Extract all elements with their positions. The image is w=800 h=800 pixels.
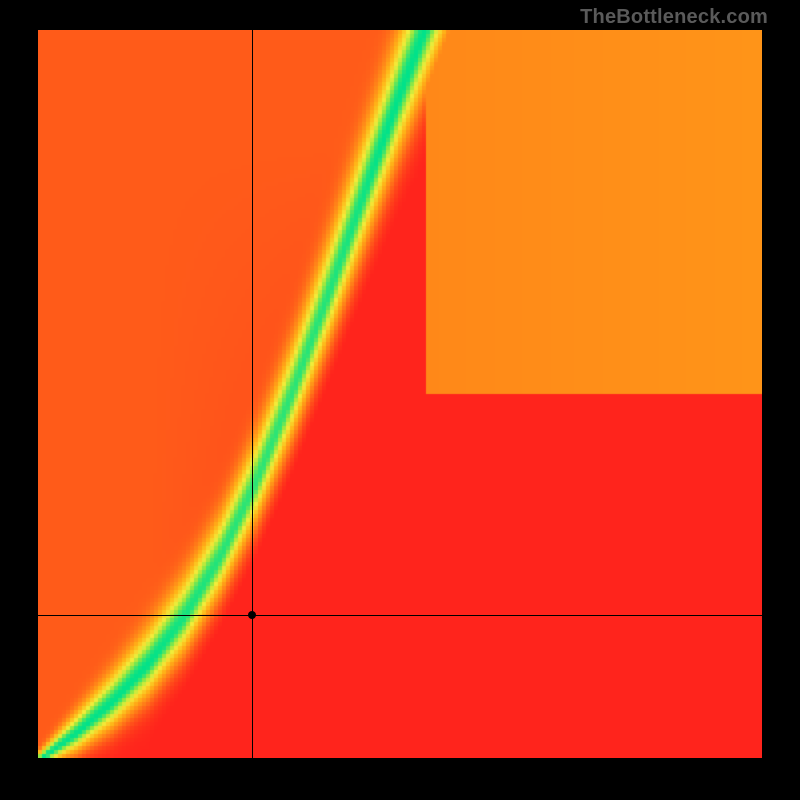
heatmap-canvas xyxy=(38,30,762,758)
crosshair-horizontal xyxy=(38,615,762,616)
watermark-text: TheBottleneck.com xyxy=(580,6,768,29)
crosshair-vertical xyxy=(252,30,253,758)
crosshair-marker xyxy=(248,611,256,619)
heatmap-plot xyxy=(38,30,762,758)
